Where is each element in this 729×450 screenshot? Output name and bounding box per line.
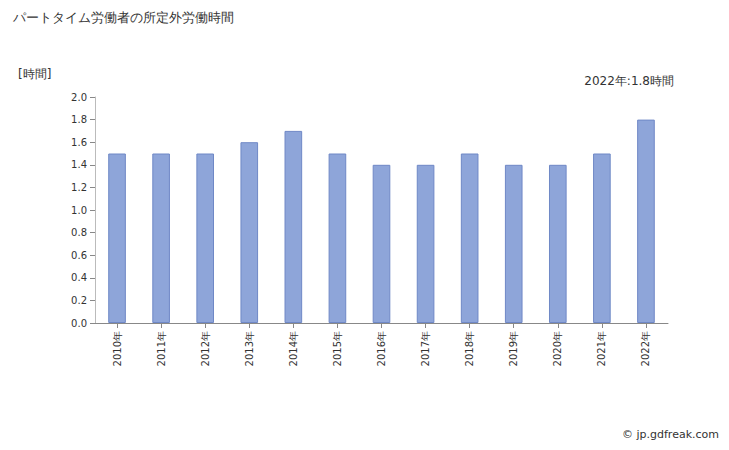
svg-text:© jp.gdfreak.com: © jp.gdfreak.com — [622, 428, 719, 441]
svg-text:2011年: 2011年 — [156, 331, 167, 366]
svg-text:2018年: 2018年 — [464, 331, 475, 366]
svg-text:0.0: 0.0 — [71, 318, 87, 329]
svg-text:1.6: 1.6 — [71, 137, 87, 148]
svg-text:1.4: 1.4 — [71, 159, 87, 170]
svg-text:0.8: 0.8 — [71, 227, 87, 238]
svg-text:[時間]: [時間] — [18, 67, 51, 81]
svg-text:1.0: 1.0 — [71, 205, 87, 216]
svg-text:2022年: 2022年 — [640, 331, 651, 366]
svg-text:1.8: 1.8 — [71, 114, 87, 125]
svg-text:パートタイム労働者の所定外労働時間: パートタイム労働者の所定外労働時間 — [12, 10, 234, 25]
svg-text:2012年: 2012年 — [200, 331, 211, 366]
svg-text:2015年: 2015年 — [332, 331, 343, 366]
svg-text:2022年:1.8時間: 2022年:1.8時間 — [584, 74, 674, 88]
svg-text:2020年: 2020年 — [552, 331, 563, 366]
svg-text:2014年: 2014年 — [288, 331, 299, 366]
svg-text:0.2: 0.2 — [71, 295, 87, 306]
svg-text:2019年: 2019年 — [508, 331, 519, 366]
svg-text:0.4: 0.4 — [71, 272, 87, 283]
svg-text:0.6: 0.6 — [71, 250, 87, 261]
svg-text:2016年: 2016年 — [376, 331, 387, 366]
svg-text:2010年: 2010年 — [112, 331, 123, 366]
svg-text:2021年: 2021年 — [596, 331, 607, 366]
svg-text:2017年: 2017年 — [420, 331, 431, 366]
svg-text:1.2: 1.2 — [71, 182, 87, 193]
svg-text:2.0: 2.0 — [71, 92, 87, 103]
svg-text:2013年: 2013年 — [244, 331, 255, 366]
